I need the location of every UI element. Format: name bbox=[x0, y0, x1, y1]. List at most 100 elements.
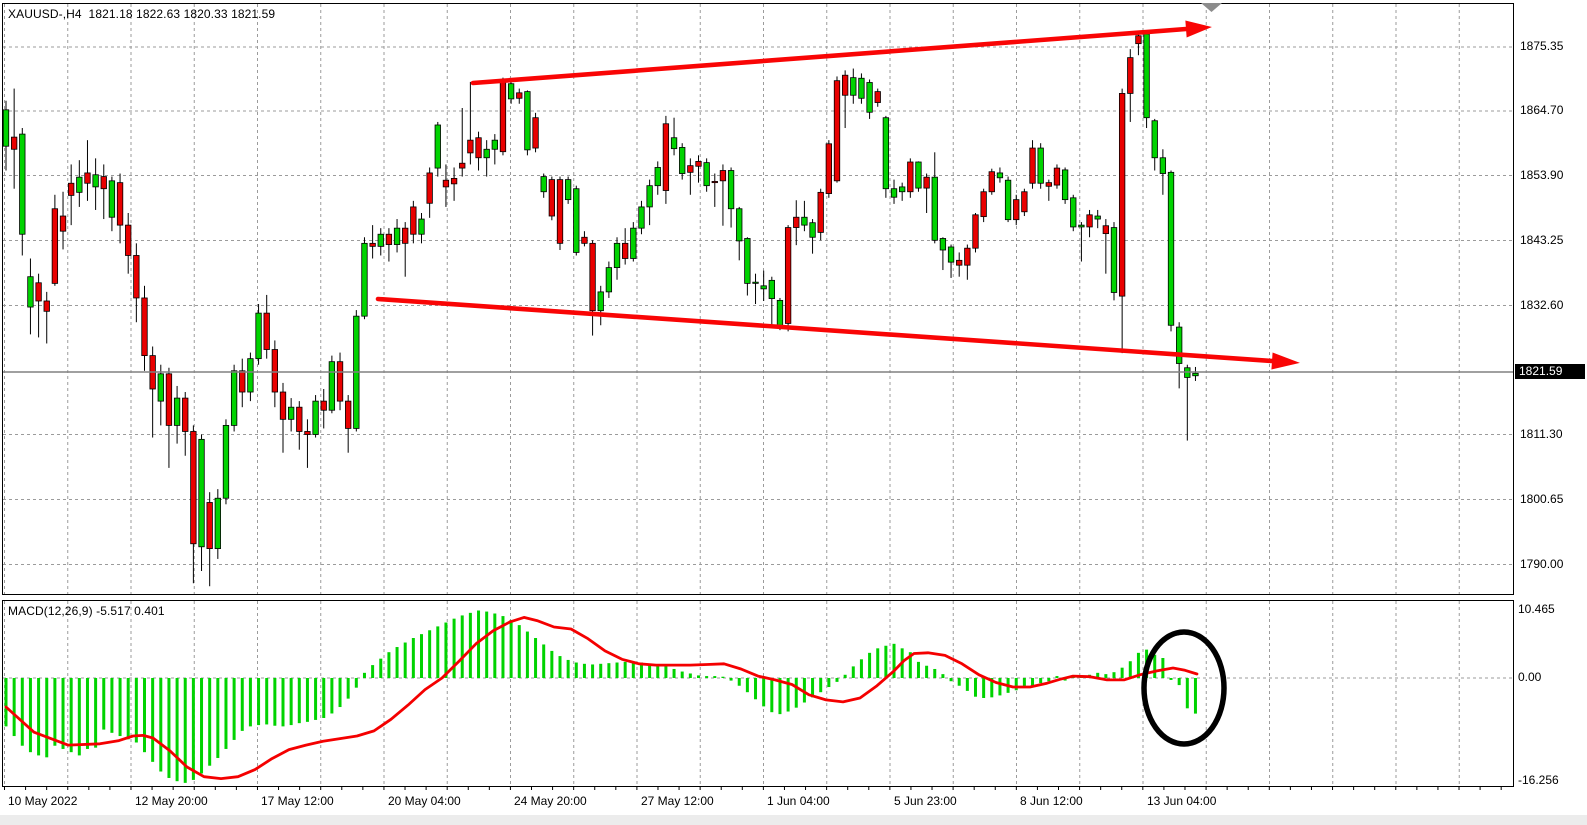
macd-histogram-bar bbox=[558, 656, 562, 678]
macd-histogram-bar bbox=[778, 678, 782, 715]
candle-body-up bbox=[157, 373, 164, 402]
candle-body-up bbox=[1151, 120, 1158, 159]
macd-histogram-bar bbox=[428, 630, 432, 678]
price-chart-panel[interactable] bbox=[2, 3, 1514, 595]
candle-body-up bbox=[727, 170, 735, 210]
candle-body-down bbox=[874, 91, 881, 103]
macd-circle-annotation[interactable] bbox=[1141, 629, 1227, 747]
candle-body-down bbox=[1102, 225, 1109, 235]
macd-histogram-bar bbox=[623, 661, 627, 678]
macd-histogram-bar bbox=[387, 652, 391, 678]
upper-trendline-arrowhead bbox=[1185, 20, 1212, 38]
candle-body-down bbox=[279, 391, 287, 420]
macd-histogram-bar bbox=[1104, 674, 1108, 678]
candle-body-up bbox=[1176, 326, 1183, 364]
candle-body-up bbox=[744, 238, 751, 284]
candle-body-down bbox=[84, 172, 91, 184]
candle-body-down bbox=[190, 431, 197, 545]
macd-histogram-bar bbox=[371, 665, 375, 678]
macd-histogram-bar bbox=[827, 678, 831, 688]
candle-body-up bbox=[1070, 197, 1077, 228]
candle-body-up bbox=[524, 91, 531, 151]
macd-histogram-bar bbox=[607, 663, 611, 678]
macd-histogram-bar bbox=[403, 642, 407, 678]
macd-histogram-bar bbox=[786, 678, 790, 712]
candle-body-up bbox=[947, 246, 955, 263]
candle-body-up bbox=[2, 109, 10, 147]
time-axis-label: 13 Jun 04:00 bbox=[1147, 794, 1217, 808]
macd-indicator-panel[interactable] bbox=[2, 600, 1514, 787]
time-axis-label: 8 Jun 12:00 bbox=[1020, 794, 1083, 808]
macd-histogram-bar bbox=[69, 678, 73, 753]
candle-body-up bbox=[255, 312, 262, 360]
macd-histogram-bar bbox=[281, 678, 285, 727]
candle-body-down bbox=[442, 179, 450, 188]
macd-histogram-bar bbox=[1193, 678, 1197, 714]
candle-body-down bbox=[385, 233, 393, 245]
macd-histogram-bar bbox=[94, 678, 98, 748]
macd-histogram-bar bbox=[1022, 678, 1026, 688]
candle-body-down bbox=[1135, 35, 1142, 45]
candle-body-down bbox=[125, 224, 132, 256]
candle-body-down bbox=[165, 373, 173, 426]
macd-histogram-bar bbox=[477, 610, 481, 678]
candle-body-down bbox=[825, 143, 832, 194]
candle-body-up bbox=[866, 82, 873, 113]
candle-body-up bbox=[230, 370, 238, 426]
macd-histogram-bar bbox=[485, 611, 489, 678]
candle-body-up bbox=[312, 400, 319, 435]
macd-label: MACD(12,26,9) -5.517 0.401 bbox=[8, 604, 165, 618]
macd-histogram-bar bbox=[582, 663, 586, 678]
time-axis[interactable] bbox=[2, 787, 1514, 813]
macd-histogram-bar bbox=[257, 678, 261, 726]
candle-body-up bbox=[801, 216, 808, 226]
candle-body-up bbox=[703, 162, 710, 187]
macd-histogram-bar bbox=[835, 678, 839, 682]
candle-body-down bbox=[467, 139, 474, 154]
macd-histogram-bar bbox=[574, 662, 578, 678]
price-scale-gutter[interactable] bbox=[1515, 0, 1587, 815]
candle-body-down bbox=[1053, 167, 1061, 186]
candle-body-down bbox=[141, 297, 148, 357]
lower-trendline[interactable] bbox=[375, 296, 1275, 364]
candle-body-up bbox=[328, 361, 336, 411]
candle-body-up bbox=[776, 299, 784, 326]
macd-histogram-bar bbox=[4, 678, 8, 727]
macd-histogram-bar bbox=[868, 652, 872, 678]
candle-body-up bbox=[736, 208, 743, 242]
candle-body-up bbox=[76, 176, 83, 193]
macd-histogram-bar bbox=[493, 613, 497, 678]
candle-body-up bbox=[882, 117, 890, 190]
chart-title-ohlc: XAUUSD-,H4 1821.18 1822.63 1820.33 1821.… bbox=[8, 7, 276, 21]
candle-body-up bbox=[858, 77, 865, 99]
macd-histogram-bar bbox=[240, 678, 244, 731]
candle-body-up bbox=[670, 137, 678, 150]
candle-body-up bbox=[287, 406, 295, 420]
macd-histogram-bar bbox=[965, 678, 969, 691]
macd-histogram-bar bbox=[102, 678, 106, 730]
upper-trendline[interactable] bbox=[470, 26, 1189, 86]
candle-body-up bbox=[27, 276, 34, 308]
time-axis-label: 24 May 20:00 bbox=[514, 794, 587, 808]
macd-histogram-bar bbox=[973, 678, 977, 697]
macd-histogram-bar bbox=[1169, 678, 1173, 680]
macd-histogram-bar bbox=[770, 678, 774, 713]
candle-body-down bbox=[695, 161, 702, 167]
macd-histogram-bar bbox=[273, 678, 277, 726]
macd-histogram-bar bbox=[802, 678, 806, 703]
macd-histogram-bar bbox=[20, 678, 24, 746]
candle-body-down bbox=[687, 165, 694, 173]
window-bottom-edge bbox=[0, 815, 1587, 825]
candle-body-up bbox=[198, 438, 205, 548]
candle-body-down bbox=[10, 136, 18, 150]
macd-histogram-bar bbox=[216, 678, 220, 758]
macd-histogram-bar bbox=[110, 678, 114, 733]
candle-body-down bbox=[956, 259, 963, 266]
macd-histogram-bar bbox=[656, 665, 660, 678]
macd-histogram-bar bbox=[908, 652, 912, 678]
chart-shift-marker-icon[interactable] bbox=[1201, 3, 1222, 12]
macd-histogram-bar bbox=[1031, 678, 1035, 686]
candle-body-down bbox=[964, 247, 971, 266]
candle-body-down bbox=[556, 179, 564, 244]
